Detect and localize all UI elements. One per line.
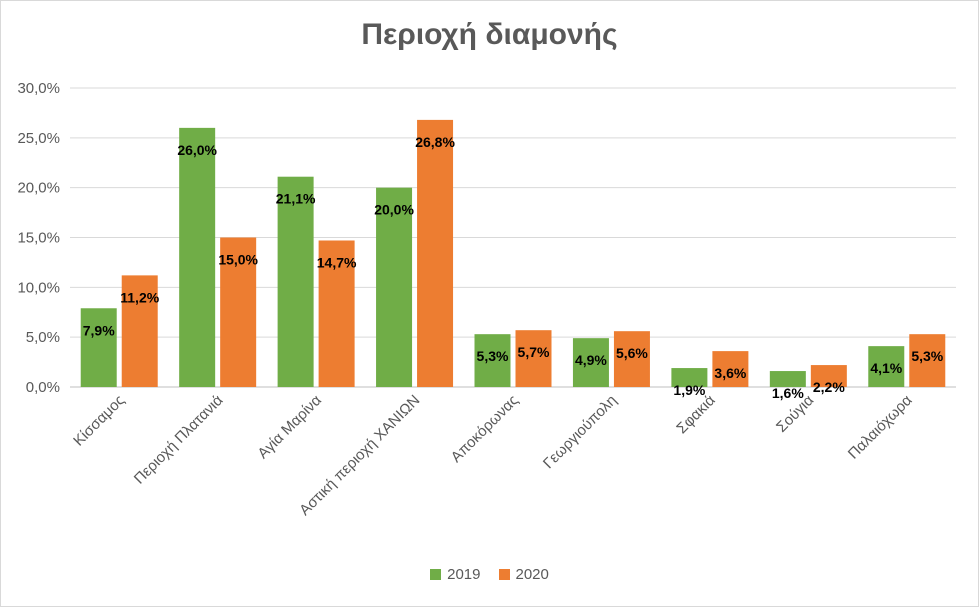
bar-2020 [515,330,552,387]
data-label: 11,2% [120,289,159,305]
y-tick-label: 5,0% [26,329,60,346]
legend-item-2020: 2020 [498,566,549,583]
data-label: 5,6% [616,345,648,361]
data-label: 20,0% [374,202,414,218]
data-label: 3,6% [714,365,746,381]
data-label: 5,7% [518,344,550,360]
data-label: 15,0% [218,252,258,268]
x-tick-label: Κίσσαμος [70,392,128,450]
chart-title: Περιοχή διαμονής [361,18,618,51]
data-label: 5,3% [477,348,509,364]
y-tick-label: 15,0% [17,230,60,247]
x-tick-label: Αποκόρωνας [448,392,522,466]
bar-2020 [613,331,650,387]
data-label: 5,3% [911,348,943,364]
bar-2020 [220,237,257,387]
data-label: 4,1% [870,360,902,376]
bar-2019 [376,187,413,387]
bar-2019 [868,346,905,387]
data-label: 1,6% [772,385,804,401]
bar-2019 [474,334,511,387]
x-tick-label: Περιοχή Πλατανιά [131,392,227,488]
bar-2019 [179,127,216,387]
bar-2020 [712,351,749,387]
x-tick-label: Γεωργιούπολη [540,392,620,472]
data-label: 2,2% [813,379,845,395]
x-tick-label: Αγία Μαρίνα [254,392,325,463]
bar-2020 [810,365,847,387]
bar-2019 [80,308,117,387]
data-label: 4,9% [575,352,607,368]
legend-label-2020: 2020 [515,566,549,583]
bar-2020 [417,119,454,387]
bar-2019 [671,368,708,387]
bar-2020 [121,275,158,387]
data-label: 26,0% [177,142,217,158]
y-tick-label: 20,0% [17,180,60,197]
data-label: 26,8% [415,134,455,150]
legend-swatch-2019 [430,569,442,580]
bar-2019 [769,371,806,387]
bar-2020 [318,240,355,387]
data-label: 21,1% [276,191,316,207]
data-label: 1,9% [673,382,705,398]
y-tick-label: 30,0% [17,80,60,97]
x-tick-label: Σφακιά [673,392,719,438]
data-label: 14,7% [317,254,357,270]
legend-swatch-2020 [498,569,510,580]
y-tick-label: 25,0% [17,130,60,147]
bar-2020 [909,334,946,387]
legend: 2019 2020 [0,566,979,583]
bar-2019 [277,176,314,387]
y-tick-label: 10,0% [17,279,60,296]
data-label: 7,9% [83,322,115,338]
bar-2019 [572,338,609,387]
legend-label-2019: 2019 [447,566,481,583]
legend-item-2019: 2019 [430,566,481,583]
x-tick-label: Παλαιόχωρα [845,392,916,463]
y-tick-label: 0,0% [26,379,60,396]
